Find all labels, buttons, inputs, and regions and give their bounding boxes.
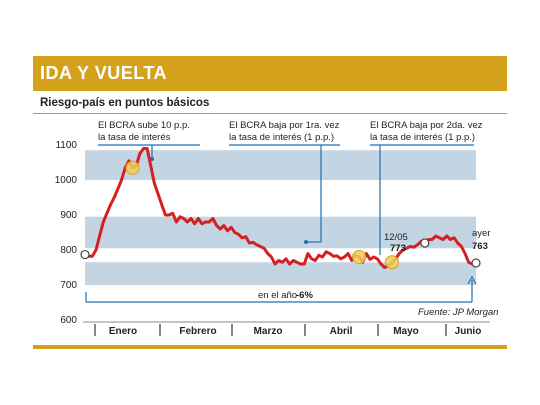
point-date-label: 12/05 [384, 232, 408, 243]
y-tick-label-1000: 1000 [55, 175, 78, 186]
event1-label-line1: El BCRA sube 10 p.p. [98, 120, 190, 131]
ytd-label: en el año [258, 290, 297, 301]
event1-label-line2: la tasa de interés [98, 132, 171, 143]
highlight-marker-2 [352, 250, 367, 264]
event2-connector-dot [304, 240, 308, 244]
y-tick-label-1100: 1100 [55, 140, 77, 151]
x-tick-label-junio: Junio [455, 326, 482, 337]
annotation-connectors [85, 144, 477, 303]
ytd-value: -6% [296, 290, 313, 301]
y-tick-label-700: 700 [60, 280, 77, 291]
x-tick-label-marzo: Marzo [254, 326, 283, 337]
header-bar [33, 56, 507, 91]
highlight-marker-3 [384, 255, 399, 270]
x-axis: Enero Febrero Marzo Abril Mayo Junio [94, 324, 482, 337]
series-line [84, 147, 477, 269]
point-marker-0 [80, 249, 90, 260]
event2-label-line2: la tasa de interés (1 p.p.) [229, 132, 334, 143]
y-tick-label-900: 900 [60, 210, 77, 221]
point-marker-5 [471, 258, 481, 268]
bottom-divider [33, 345, 507, 349]
source-label: Fuente: JP Morgan [418, 307, 498, 318]
y-tick-label-800: 800 [60, 245, 77, 256]
chart-title: IDA Y VUELTA [40, 63, 168, 83]
yesterday-label: ayer [472, 228, 490, 239]
marker-group [80, 160, 481, 270]
point-value-label: 773 [390, 243, 406, 254]
band-1 [85, 216, 476, 249]
event3-label-line2: la tasa de interés (1 p.p.) [370, 132, 475, 143]
x-tick-label-mayo: Mayo [393, 326, 419, 337]
event3-label-line1: El BCRA baja por 2da. vez [370, 120, 483, 131]
y-tick-label-600: 600 [60, 315, 77, 326]
band-2 [85, 262, 476, 285]
subtitle-divider [33, 113, 507, 114]
x-tick-label-febrero: Febrero [179, 326, 216, 337]
x-tick-label-abril: Abril [330, 326, 353, 337]
band-group [85, 150, 476, 285]
event2-label-line1: El BCRA baja por 1ra. vez [229, 120, 340, 131]
highlight-marker-1 [125, 160, 140, 175]
x-tick-label-enero: Enero [109, 326, 137, 337]
y-axis: 600 700 800 900 1000 1100 [55, 140, 78, 326]
yesterday-value: 763 [472, 241, 488, 252]
chart-subtitle: Riesgo-país en puntos básicos [40, 97, 210, 109]
band-0 [85, 150, 476, 180]
ytd-arrow [467, 275, 477, 285]
point-marker-4 [420, 238, 430, 248]
series-group [84, 147, 477, 269]
